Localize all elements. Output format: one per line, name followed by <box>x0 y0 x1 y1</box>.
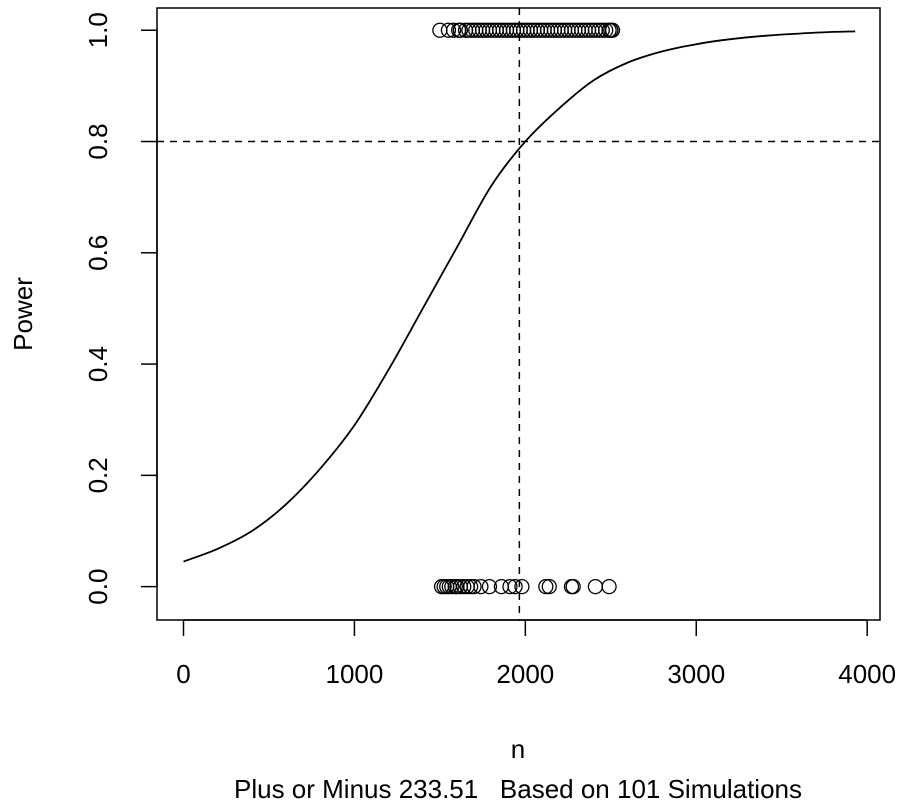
y-axis-title: Power <box>8 277 38 351</box>
simulation-point <box>462 578 479 595</box>
simulation-point <box>514 578 530 595</box>
y-tick-label: 0.4 <box>83 346 113 382</box>
simulation-point <box>466 578 482 595</box>
simulation-point <box>541 578 557 595</box>
simulation-point <box>432 22 448 38</box>
simulation-point <box>481 578 498 595</box>
x-tick-label: 0 <box>176 659 190 689</box>
x-axis: 0 1000 2000 3000 4000 <box>176 619 896 689</box>
y-tick-label: 1.0 <box>83 12 113 48</box>
simulation-point <box>601 578 617 595</box>
simulation-point <box>594 22 610 38</box>
simulation-point <box>452 22 469 38</box>
simulation-point <box>502 578 518 595</box>
y-tick-label: 0.2 <box>83 457 113 493</box>
y-tick-label: 0.0 <box>83 569 113 605</box>
simulation-point <box>587 578 604 595</box>
simulation-points <box>432 22 621 595</box>
y-axis: 0.0 0.2 0.4 0.6 0.8 1.0 <box>83 12 158 605</box>
simulation-point <box>444 578 460 595</box>
y-tick-label: 0.8 <box>83 123 113 159</box>
x-tick-label: 4000 <box>838 659 896 689</box>
simulation-point <box>507 578 523 595</box>
plot-frame <box>156 7 881 621</box>
power-curve <box>183 30 856 563</box>
simulation-point <box>473 578 489 595</box>
x-tick-label: 3000 <box>667 659 725 689</box>
simulation-point <box>456 578 472 595</box>
simulation-point <box>538 578 554 595</box>
reference-lines <box>157 8 880 620</box>
simulation-point <box>604 22 621 38</box>
y-tick-label: 0.6 <box>83 235 113 271</box>
chart-subtitle: Plus or Minus 233.51 Based on 101 Simula… <box>234 774 802 804</box>
simulation-point <box>598 22 614 38</box>
x-tick-label: 2000 <box>496 659 554 689</box>
x-axis-title: n <box>511 734 525 764</box>
simulation-point <box>445 22 462 38</box>
simulation-point <box>440 22 457 38</box>
x-tick-label: 1000 <box>325 659 383 689</box>
simulation-point <box>565 578 581 595</box>
